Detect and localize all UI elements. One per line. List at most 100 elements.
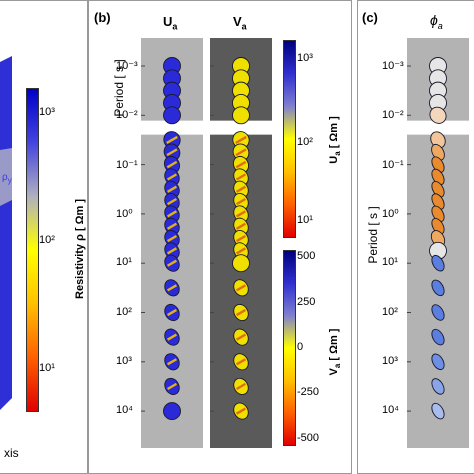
data-point-stripe (235, 358, 247, 366)
panel-b-ytick: 10² (116, 305, 132, 318)
panel-b-title-v: Va (233, 14, 247, 32)
data-point-stripe (166, 222, 178, 230)
data-point (431, 168, 445, 186)
data-point-stripe (166, 160, 178, 169)
data-point-stripe (235, 382, 247, 391)
panel-b-ytick: 10⁻³ (116, 60, 138, 72)
panel-c-ytick: 10⁴ (382, 404, 399, 417)
panel-b-ytick: 10⁰ (116, 207, 133, 220)
data-point-ellipse (232, 254, 250, 273)
data-point (164, 353, 180, 371)
panel-a-rho-label: ρy (2, 172, 12, 185)
data-point (431, 353, 445, 371)
data-point (431, 254, 445, 272)
ua-colorbar-tick: 10¹ (297, 214, 313, 226)
data-point (431, 304, 445, 321)
panel-a-colorbar (26, 88, 39, 412)
panel-a-colorbar-tick: 10² (39, 234, 55, 246)
data-point-ellipse (431, 156, 445, 173)
va-plot (210, 38, 272, 448)
data-point-stripe (166, 333, 178, 341)
data-point-stripe (166, 259, 178, 267)
data-point (233, 193, 249, 211)
data-point-ellipse (163, 402, 181, 421)
panel-c-ytick: 10⁻³ (382, 60, 404, 72)
data-point-stripe (166, 382, 178, 391)
data-point (430, 131, 446, 149)
data-point (431, 328, 445, 346)
data-point-stripe (166, 308, 178, 317)
data-point (233, 402, 249, 420)
data-point-stripe (235, 210, 247, 218)
va-colorbar-tick: 500 (297, 250, 316, 262)
data-point-ellipse (429, 106, 447, 124)
data-point-ellipse (431, 143, 445, 161)
va-colorbar-tick: -250 (297, 386, 320, 398)
data-point (164, 303, 180, 322)
data-point-stripe (235, 234, 247, 243)
data-point-stripe (166, 173, 178, 181)
data-point-ellipse (431, 402, 445, 420)
data-point-stripe (166, 148, 178, 157)
panel-a-colorbar-tick: 10¹ (39, 362, 55, 374)
data-point (232, 106, 250, 125)
data-point (232, 143, 250, 162)
data-point-ellipse (431, 205, 445, 223)
data-point (163, 131, 181, 149)
data-point-ellipse (431, 193, 445, 210)
va-colorbar-tick: 0 (297, 341, 304, 353)
data-point (233, 279, 249, 297)
data-point (164, 328, 180, 346)
data-point-stripe (235, 284, 247, 292)
data-point (431, 156, 445, 173)
ua-colorbar-tick: 10² (297, 136, 313, 148)
phi-plot (407, 38, 469, 448)
data-point (164, 242, 180, 260)
data-point (431, 402, 445, 420)
data-point-ellipse (232, 106, 250, 125)
data-point-stripe (235, 135, 247, 145)
ua-plot (141, 38, 203, 448)
data-point (164, 279, 180, 297)
va-colorbar-label: Va [ Ωm ] (327, 328, 343, 376)
data-point (233, 328, 249, 346)
data-point-ellipse (431, 180, 445, 198)
data-point-ellipse (431, 168, 445, 186)
data-point (163, 106, 181, 125)
data-point-ellipse (431, 254, 445, 272)
data-point-stripe (235, 222, 247, 230)
data-point-stripe (235, 247, 247, 255)
data-point (233, 229, 249, 248)
data-point-ellipse (431, 304, 445, 321)
panel-b-title-u: Ua (163, 14, 178, 32)
data-point (233, 242, 249, 260)
data-point (431, 143, 445, 161)
data-point-stripe (166, 284, 178, 292)
data-point-ellipse (163, 106, 181, 125)
data-point (232, 254, 250, 273)
panel-c-ytick: 10² (382, 305, 398, 318)
data-point (429, 106, 447, 124)
panel-c-ytick: 10⁰ (382, 207, 399, 220)
panel-c-ylabel: Period [ s ] (366, 206, 380, 264)
data-point-ellipse (431, 328, 445, 346)
va-colorbar (283, 250, 296, 446)
panel-a-colorbar-label: Resistivity ρ [ Ωm ] (74, 199, 86, 299)
data-point-stripe (235, 197, 247, 206)
panel-c-ytick: 10⁻² (382, 109, 404, 122)
data-point-stripe (166, 185, 178, 193)
panel-a-colorbar-tick: 10³ (39, 106, 55, 118)
data-point-stripe (235, 185, 247, 193)
data-point-stripe (166, 210, 178, 218)
ua-colorbar-tick: 10³ (297, 52, 313, 64)
data-point (431, 279, 445, 297)
data-point (431, 180, 445, 198)
panel-a-model-block (0, 56, 12, 410)
data-point-ellipse (431, 353, 445, 371)
data-point (164, 229, 180, 248)
panel-b-letter: (b) (94, 10, 111, 25)
ua-colorbar (283, 40, 296, 238)
data-point-ellipse (431, 378, 445, 395)
panel-c-ytick: 10¹ (382, 256, 398, 269)
data-point-stripe (235, 148, 247, 157)
